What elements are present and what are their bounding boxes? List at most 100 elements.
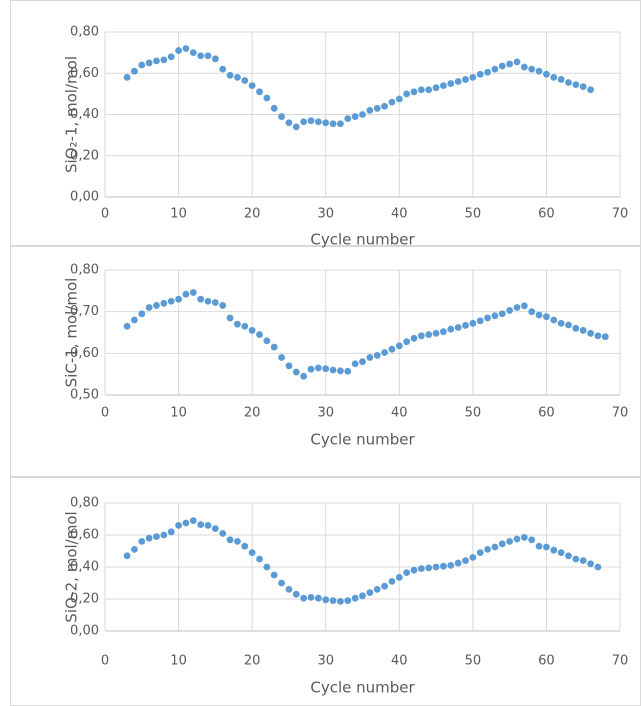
data-point xyxy=(543,313,550,321)
data-point xyxy=(388,98,396,106)
data-point xyxy=(153,57,160,65)
data-point xyxy=(476,549,484,556)
data-point xyxy=(234,320,241,328)
data-point xyxy=(197,521,205,528)
x-tick-label: 70 xyxy=(612,406,629,421)
data-point xyxy=(256,331,263,338)
data-point xyxy=(248,549,256,556)
data-point xyxy=(226,314,234,322)
data-point xyxy=(462,322,469,329)
data-point xyxy=(270,104,278,112)
y-tick-label: 0,80 xyxy=(70,25,99,40)
data-point xyxy=(204,52,212,60)
data-point xyxy=(211,55,219,63)
data-point xyxy=(381,582,388,590)
y-tick-label: 0,60 xyxy=(70,66,99,81)
data-point xyxy=(506,538,514,545)
x-tick-label: 70 xyxy=(612,654,629,669)
data-point xyxy=(278,113,285,120)
data-point xyxy=(285,586,293,593)
data-point xyxy=(601,333,609,341)
data-point xyxy=(579,327,587,334)
data-point xyxy=(491,543,499,551)
data-point xyxy=(131,316,138,324)
data-point xyxy=(498,540,506,548)
x-tick-label: 10 xyxy=(170,654,187,669)
data-point xyxy=(204,522,212,529)
data-point xyxy=(572,555,580,563)
x-tick-label: 40 xyxy=(391,654,408,669)
data-point xyxy=(329,120,337,128)
data-point xyxy=(359,111,366,118)
data-point xyxy=(410,88,418,96)
data-point xyxy=(462,557,469,564)
data-point xyxy=(322,365,330,373)
data-point xyxy=(454,78,462,85)
y-tick-label: 0,60 xyxy=(70,528,99,543)
data-point xyxy=(513,535,521,543)
x-tick-label: 20 xyxy=(244,207,261,222)
data-point xyxy=(440,82,447,90)
y-axis-title: SiO₂-1, mol/mol xyxy=(63,56,81,173)
x-tick-label: 30 xyxy=(317,654,334,669)
data-point xyxy=(425,564,433,572)
data-point xyxy=(241,77,249,84)
data-point xyxy=(587,560,594,568)
data-point xyxy=(550,546,558,554)
data-point xyxy=(425,331,433,338)
data-point xyxy=(484,314,491,322)
data-point xyxy=(292,123,300,131)
data-point xyxy=(307,594,315,601)
data-point xyxy=(579,557,587,564)
data-point xyxy=(506,60,514,68)
data-point xyxy=(219,302,227,309)
data-point xyxy=(270,343,278,351)
data-point xyxy=(557,549,565,556)
x-axis-title: Cycle number xyxy=(310,231,415,249)
data-point xyxy=(175,522,182,529)
data-point xyxy=(248,82,256,90)
data-point xyxy=(278,579,285,587)
x-tick-label: 10 xyxy=(170,207,187,222)
data-point xyxy=(454,324,462,331)
data-point xyxy=(197,52,205,60)
x-axis-title: Cycle number xyxy=(310,431,415,449)
data-point xyxy=(550,73,558,81)
data-point xyxy=(300,594,308,602)
data-point xyxy=(447,562,455,569)
data-point xyxy=(285,362,293,370)
data-point xyxy=(528,308,536,316)
data-point xyxy=(594,332,602,340)
x-tick-label: 0 xyxy=(101,406,109,421)
data-point xyxy=(535,542,543,550)
data-point xyxy=(145,59,153,67)
data-point xyxy=(565,321,572,329)
data-point xyxy=(432,84,440,92)
data-point xyxy=(182,519,190,527)
data-point xyxy=(226,71,234,79)
data-point xyxy=(373,352,381,359)
data-point xyxy=(388,578,396,585)
data-point xyxy=(278,354,285,361)
data-point xyxy=(138,538,146,545)
data-point xyxy=(131,67,138,75)
data-point xyxy=(211,299,219,306)
y-tick-label: 0,70 xyxy=(70,304,99,319)
y-tick-label: 0,80 xyxy=(70,496,99,511)
data-point xyxy=(535,311,543,319)
data-point xyxy=(234,73,241,81)
data-point xyxy=(498,62,506,70)
data-point xyxy=(329,366,337,374)
y-tick-label: 0,00 xyxy=(70,190,99,205)
data-point xyxy=(292,368,300,376)
data-point xyxy=(587,86,594,94)
data-point xyxy=(381,349,388,356)
data-point xyxy=(476,70,484,78)
x-tick-label: 20 xyxy=(244,654,261,669)
data-point xyxy=(285,119,293,127)
data-point xyxy=(219,65,227,73)
data-point xyxy=(131,546,138,553)
data-point xyxy=(270,571,278,579)
data-point xyxy=(123,552,131,560)
